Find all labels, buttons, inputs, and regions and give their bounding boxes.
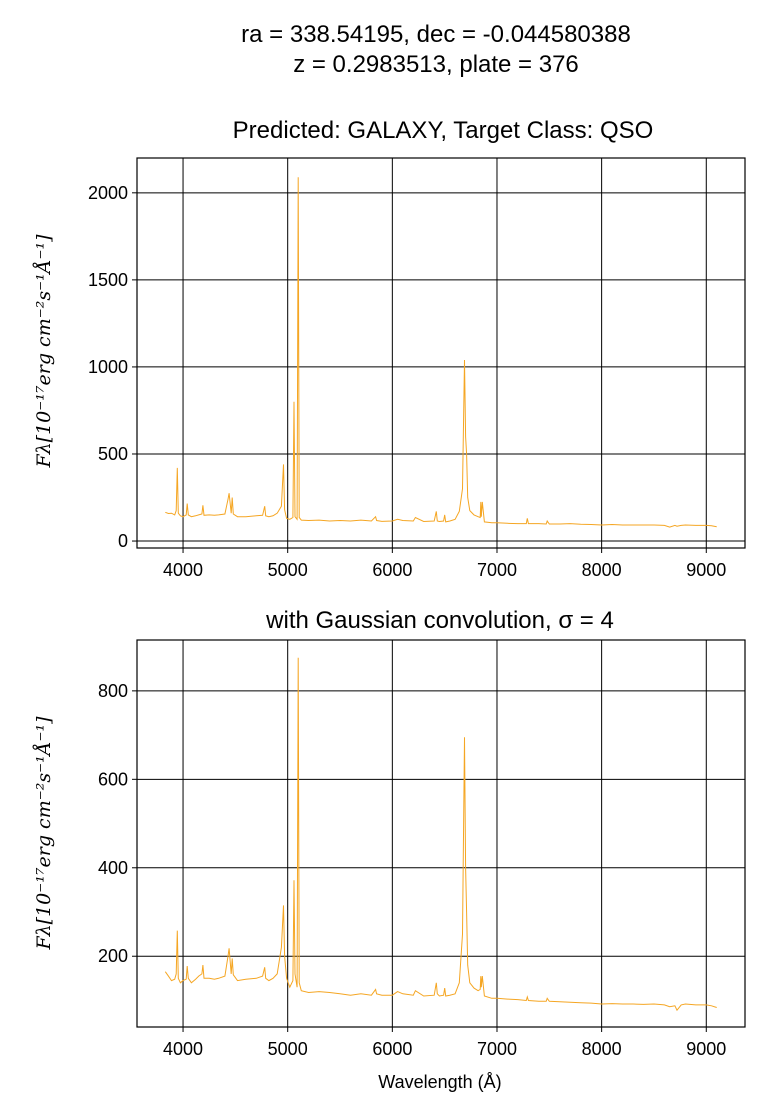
y-tick-label: 1000 — [88, 357, 128, 377]
bottom-panel-x-axis-label: Wavelength (Å) — [378, 1072, 501, 1092]
x-tick-label: 9000 — [686, 560, 726, 580]
y-tick-label: 600 — [98, 769, 128, 789]
x-tick-label: 8000 — [582, 560, 622, 580]
bottom-panel-grid — [137, 640, 745, 1027]
bottom-panel: with Gaussian convolution, σ = 4 4000 500… — [33, 607, 746, 1092]
x-tick-label: 7000 — [477, 1039, 517, 1059]
top-panel-y-ticks: 0 500 1000 1500 2000 — [88, 183, 137, 551]
bottom-panel-frame — [136, 639, 746, 1028]
y-tick-label: 1500 — [88, 270, 128, 290]
y-tick-label: 2000 — [88, 183, 128, 203]
bottom-panel-title: with Gaussian convolution, σ = 4 — [265, 607, 614, 634]
y-tick-label: 500 — [98, 444, 128, 464]
x-tick-label: 9000 — [686, 1039, 726, 1059]
top-panel-frame — [136, 157, 746, 549]
figure-title-line-1: ra = 338.54195, dec = -0.044580388 — [241, 21, 631, 48]
top-panel-x-ticks: 4000 5000 6000 7000 8000 9000 — [163, 548, 726, 580]
top-panel-spectrum-line — [165, 177, 717, 528]
y-tick-label: 800 — [98, 681, 128, 701]
bottom-panel-spectrum-line — [164, 657, 717, 1012]
y-tick-label: 200 — [98, 946, 128, 966]
x-tick-label: 7000 — [477, 560, 517, 580]
y-tick-label: 400 — [98, 858, 128, 878]
bottom-panel-x-ticks: 4000 5000 6000 7000 8000 9000 — [163, 1027, 726, 1059]
x-tick-label: 5000 — [268, 560, 308, 580]
x-tick-label: 5000 — [268, 1039, 308, 1059]
top-panel: Predicted: GALAXY, Target Class: QSO 400… — [33, 117, 746, 580]
top-panel-title: Predicted: GALAXY, Target Class: QSO — [233, 117, 654, 144]
top-panel-y-axis-label: Fλ[10⁻¹⁷erg cm⁻²s⁻¹Å⁻¹] — [33, 234, 55, 469]
x-tick-label: 6000 — [372, 560, 412, 580]
x-tick-label: 4000 — [163, 1039, 203, 1059]
x-tick-label: 8000 — [582, 1039, 622, 1059]
top-panel-grid — [137, 158, 745, 548]
x-tick-label: 4000 — [163, 560, 203, 580]
x-tick-label: 6000 — [372, 1039, 412, 1059]
bottom-panel-y-axis-label: Fλ[10⁻¹⁷erg cm⁻²s⁻¹Å⁻¹] — [33, 716, 55, 951]
figure-title-line-2: z = 0.2983513, plate = 376 — [293, 51, 579, 78]
bottom-panel-y-ticks: 200 400 600 800 — [98, 681, 137, 966]
y-tick-label: 0 — [118, 531, 128, 551]
